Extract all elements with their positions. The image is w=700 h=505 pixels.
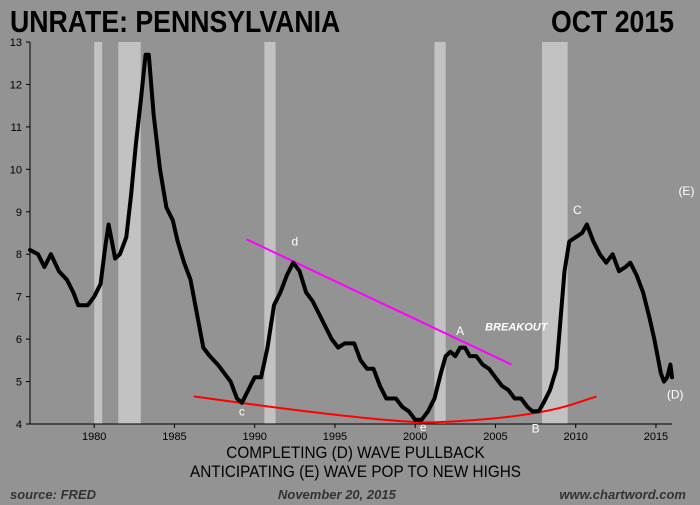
y-tick-label-11: 11 xyxy=(11,122,22,134)
y-tick-label-7: 7 xyxy=(16,292,22,304)
wave-label-breakout: BREAKOUT xyxy=(485,322,549,334)
trendline-upper xyxy=(246,238,512,366)
wave-label-b: B xyxy=(532,421,540,435)
chart-date: OCT 2015 xyxy=(551,4,674,39)
unemployment-rate-line xyxy=(28,52,674,422)
recession-band-2 xyxy=(264,42,276,424)
x-tick-label-1995: 1995 xyxy=(323,431,347,443)
y-tick-label-10: 10 xyxy=(10,164,22,176)
y-tick-label-9: 9 xyxy=(16,207,22,219)
y-tick-label-12: 12 xyxy=(10,79,22,91)
publish-date: November 20, 2015 xyxy=(278,487,396,502)
recession-band-1 xyxy=(118,42,141,424)
x-tick-label-2010: 2010 xyxy=(563,431,587,443)
x-tick-label-2015: 2015 xyxy=(644,431,668,443)
x-tick-label-2000: 2000 xyxy=(403,431,427,443)
y-tick-label-6: 6 xyxy=(16,334,22,346)
trendline-lower xyxy=(193,395,597,424)
y-tick-label-13: 13 xyxy=(10,37,22,49)
wave-label-d: d xyxy=(291,235,298,249)
recession-band-3 xyxy=(434,42,446,424)
source-label: source: FRED xyxy=(10,487,96,502)
wave-label-c: C xyxy=(573,203,582,217)
y-tick-label-8: 8 xyxy=(16,249,22,261)
wave-label-d: (D) xyxy=(667,388,684,402)
wave-label-e: e xyxy=(420,420,427,434)
x-tick-label-1990: 1990 xyxy=(242,431,266,443)
x-tick-label-1985: 1985 xyxy=(162,431,186,443)
wave-note-line-1: COMPLETING (D) WAVE PULLBACK xyxy=(226,443,485,462)
y-tick-label-5: 5 xyxy=(16,377,22,389)
recession-band-4 xyxy=(541,42,568,424)
x-tick-label-1980: 1980 xyxy=(82,431,106,443)
wave-label-a: A xyxy=(456,324,464,338)
chart-title: UNRATE: PENNSYLVANIA xyxy=(10,4,341,39)
wave-label-e: (E) xyxy=(678,184,694,198)
recession-band-0 xyxy=(94,42,103,424)
y-tick-label-4: 4 xyxy=(16,419,22,431)
wave-note-line-2: ANTICIPATING (E) WAVE POP TO NEW HIGHS xyxy=(190,462,521,481)
website-label: www.chartword.com xyxy=(559,487,686,502)
wave-label-c: c xyxy=(239,405,245,419)
x-tick-label-2005: 2005 xyxy=(483,431,507,443)
